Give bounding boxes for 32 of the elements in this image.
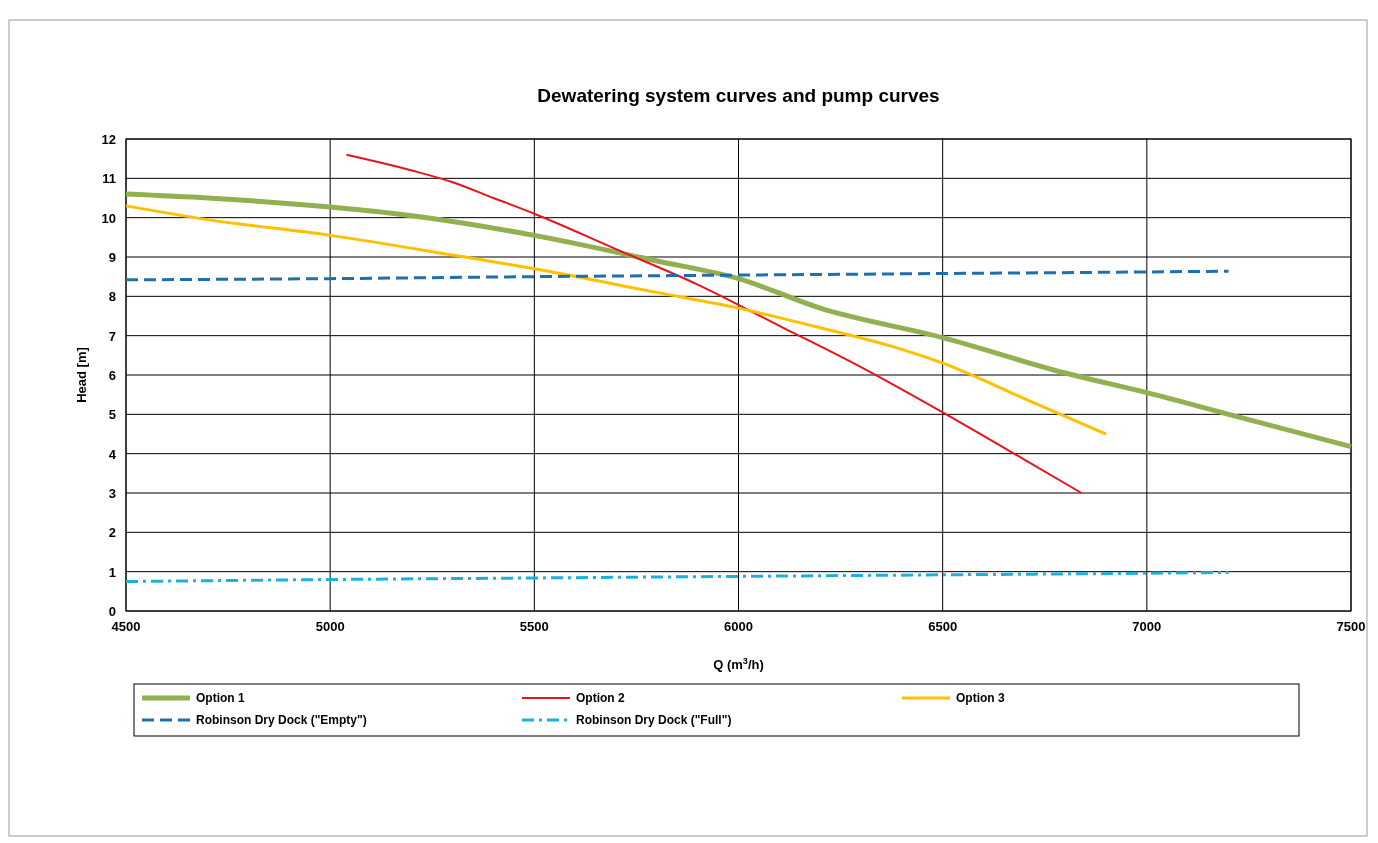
y-tick-label: 4 <box>108 446 117 462</box>
line-series <box>345 153 1083 494</box>
y-tick-label: 12 <box>101 132 116 147</box>
x-tick-label: 5000 <box>315 619 345 634</box>
legend-label: Option 3 <box>956 691 1005 705</box>
x-tick-label: 7500 <box>1336 619 1366 634</box>
y-tick-label: 7 <box>108 328 116 344</box>
legend-label: Robinson Dry Dock ("Full") <box>576 713 732 727</box>
x-tick-label: 6000 <box>724 619 753 634</box>
legend-label: Option 2 <box>576 691 625 705</box>
y-tick-label: 3 <box>108 486 116 501</box>
line-series <box>124 269 1230 282</box>
y-tick-label: 5 <box>108 407 116 423</box>
x-axis-title: Q (m$^{3}$/h) <box>713 656 764 672</box>
y-tick-label: 10 <box>101 210 116 226</box>
x-tick-label: 4500 <box>111 619 141 634</box>
y-tick-label: 1 <box>108 564 116 580</box>
x-tick-label: 7000 <box>1132 619 1162 634</box>
line-series <box>124 570 1230 583</box>
y-tick-label: 9 <box>108 250 116 265</box>
legend-label: Robinson Dry Dock ("Empty") <box>196 713 367 727</box>
y-tick-label: 8 <box>108 289 116 305</box>
y-tick-label: 0 <box>108 604 116 619</box>
y-tick-label: 2 <box>108 525 116 541</box>
x-tick-label: 5500 <box>519 619 549 634</box>
y-axis-title: Head [m] <box>74 347 89 403</box>
y-tick-label: 6 <box>108 368 116 383</box>
legend-label: Option 1 <box>196 691 245 705</box>
y-tick-label: 11 <box>102 171 116 187</box>
chart-title: Dewatering system curves and pump curves <box>537 85 940 106</box>
line-series <box>124 204 1108 436</box>
x-tick-label: 6500 <box>928 619 958 634</box>
